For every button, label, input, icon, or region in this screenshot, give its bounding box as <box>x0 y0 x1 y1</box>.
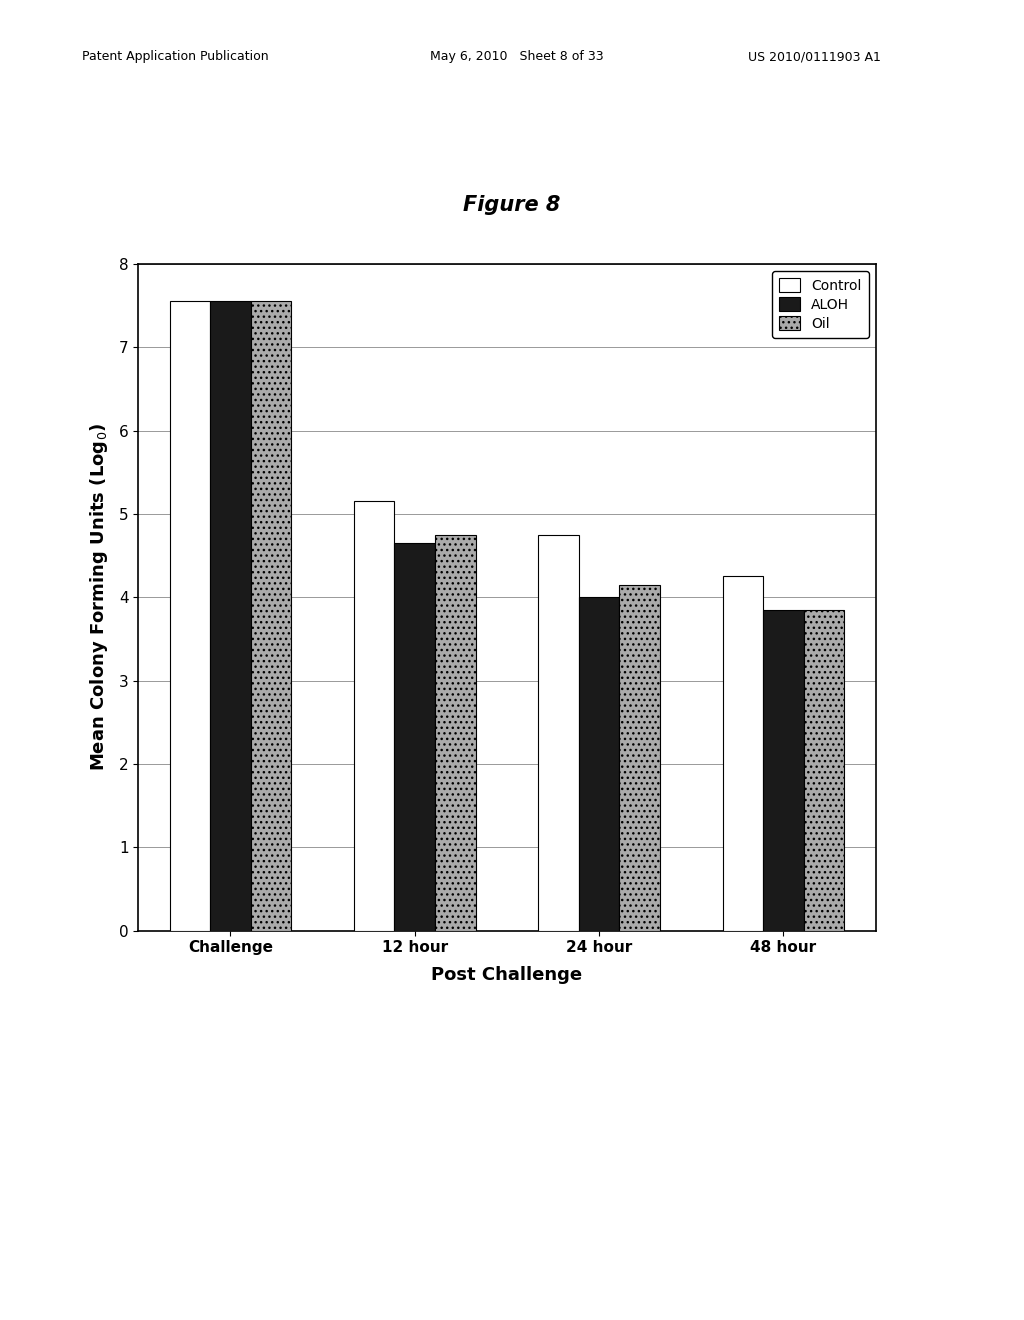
Text: Patent Application Publication: Patent Application Publication <box>82 50 268 63</box>
Bar <box>210 301 251 931</box>
X-axis label: Post Challenge: Post Challenge <box>431 966 583 985</box>
Bar <box>804 610 844 931</box>
Text: Figure 8: Figure 8 <box>463 194 561 215</box>
Bar <box>394 543 435 931</box>
Bar <box>354 502 394 931</box>
Legend: Control, ALOH, Oil: Control, ALOH, Oil <box>772 271 868 338</box>
Bar <box>763 610 804 931</box>
Bar <box>539 535 579 931</box>
Bar <box>251 301 291 931</box>
Bar <box>435 535 475 931</box>
Bar <box>620 585 659 931</box>
Text: May 6, 2010   Sheet 8 of 33: May 6, 2010 Sheet 8 of 33 <box>430 50 604 63</box>
Bar <box>170 301 210 931</box>
Bar <box>579 597 620 931</box>
Y-axis label: Mean Colony Forming Units (Log$_0$): Mean Colony Forming Units (Log$_0$) <box>88 424 111 771</box>
Bar <box>723 577 763 931</box>
Text: US 2010/0111903 A1: US 2010/0111903 A1 <box>748 50 881 63</box>
